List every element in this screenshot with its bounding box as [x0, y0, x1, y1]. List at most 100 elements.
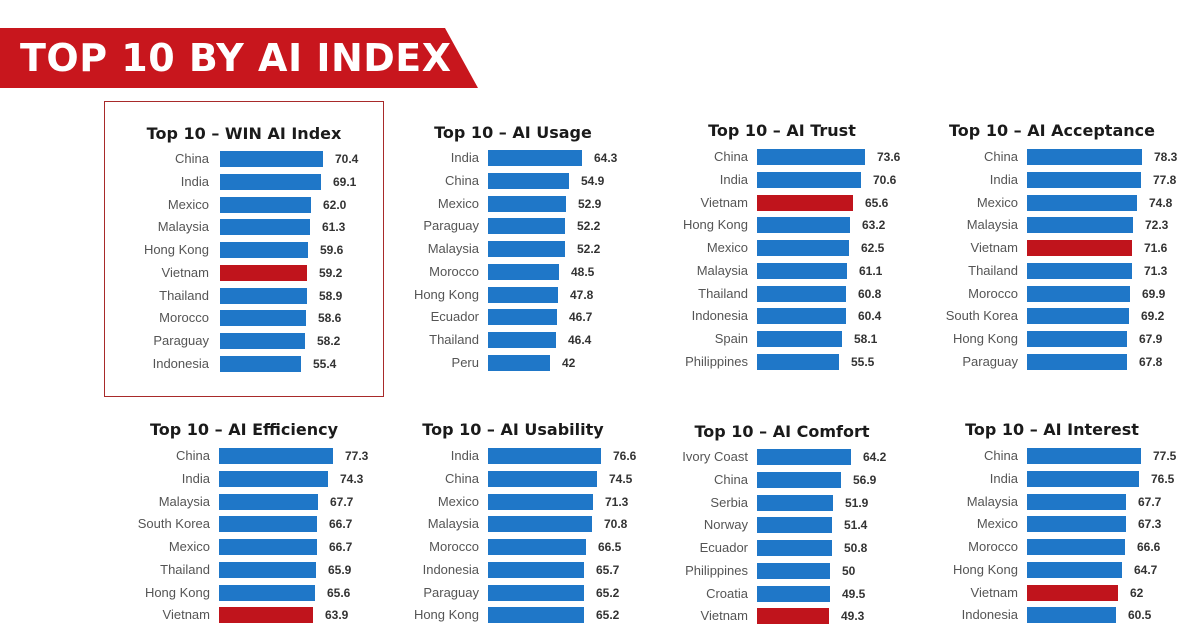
category-label: China — [714, 149, 748, 164]
category-label: Peru — [451, 354, 479, 370]
bar — [1027, 149, 1142, 165]
category-label: China — [445, 470, 479, 486]
category-label: Hong Kong — [143, 242, 209, 257]
bar — [757, 449, 851, 465]
chart-title: Top 10 – AI Comfort — [694, 422, 870, 441]
bar-row: Indonesia 55.4 — [105, 355, 383, 373]
category-label: China — [714, 471, 748, 487]
category-label: India — [181, 470, 210, 486]
bar-row: Paraguay 65.2 — [373, 584, 653, 602]
title-banner: TOP 10 BY AI INDEX — [0, 28, 478, 88]
chart-panel: Top 10 – AI Trust China 73.6 India 70.6 Vietn… — [642, 101, 922, 370]
bar — [488, 584, 584, 601]
bar — [1027, 561, 1122, 578]
bar — [757, 471, 841, 488]
value-label: 64.7 — [1134, 562, 1158, 577]
bar — [220, 196, 311, 213]
bar — [757, 194, 853, 211]
value-label: 65.9 — [328, 562, 352, 577]
value-label: 54.9 — [581, 173, 605, 188]
category-label: Spain — [714, 331, 748, 346]
bar — [219, 493, 318, 510]
bar-row: China 74.5 — [373, 470, 653, 488]
bar — [488, 241, 565, 257]
category-label: Philippines — [685, 562, 748, 578]
bar-row: Hong Kong 65.6 — [104, 584, 384, 602]
value-label: 70.6 — [873, 172, 897, 187]
value-label: 55.4 — [313, 356, 337, 371]
value-label: 65.7 — [596, 562, 620, 577]
bar — [1027, 217, 1133, 234]
bar — [488, 539, 586, 555]
bar-row: Philippines 55.5 — [642, 353, 922, 371]
bar-row: China 77.5 — [912, 447, 1192, 465]
value-label: 67.8 — [1139, 354, 1163, 369]
category-label: Ecuador — [699, 540, 748, 555]
bar — [220, 287, 307, 304]
bar-row: South Korea 69.2 — [912, 307, 1192, 325]
value-label: 67.7 — [1138, 494, 1162, 509]
bar — [488, 516, 592, 533]
bar — [757, 149, 865, 165]
value-label: 46.7 — [569, 310, 593, 325]
bar — [757, 494, 833, 511]
value-label: 71.3 — [605, 494, 629, 509]
bar-row: Serbia 51.9 — [642, 494, 922, 512]
value-label: 56.9 — [853, 472, 877, 487]
category-label: Morocco — [968, 539, 1018, 554]
bar-row: South Korea 66.7 — [104, 515, 384, 533]
value-label: 52.2 — [577, 242, 601, 256]
value-label: 70.8 — [604, 517, 628, 532]
bar-row: Morocco 48.5 — [373, 263, 653, 281]
category-label: Indonesia — [691, 308, 748, 324]
value-label: 71.6 — [1144, 241, 1168, 255]
bar — [220, 219, 310, 236]
value-label: 67.3 — [1138, 517, 1162, 532]
value-label: 66.7 — [329, 517, 353, 532]
bar-row: Paraguay 52.2 — [373, 217, 653, 235]
bar — [1027, 285, 1130, 302]
value-label: 78.3 — [1154, 150, 1178, 164]
bar — [488, 286, 558, 303]
category-label: India — [989, 171, 1018, 187]
bar-row: Vietnam 49.3 — [642, 607, 922, 625]
bar-row: Vietnam 65.6 — [642, 194, 922, 212]
value-label: 49.5 — [842, 586, 866, 601]
chart-title: Top 10 – AI Trust — [708, 121, 856, 140]
bar-row: Peru 42 — [373, 354, 653, 372]
category-label: Serbia — [710, 494, 748, 510]
bar-row: Morocco 66.6 — [912, 538, 1192, 556]
bar — [220, 242, 308, 258]
value-label: 58.2 — [317, 334, 341, 348]
category-label: Mexico — [167, 196, 209, 212]
category-label: Paraguay — [962, 353, 1018, 369]
category-label: Hong Kong — [413, 607, 479, 623]
bar — [488, 354, 550, 371]
category-label: Croatia — [706, 585, 748, 601]
value-label: 61.3 — [322, 220, 346, 235]
category-label: Hong Kong — [952, 561, 1018, 577]
chart-panel: Top 10 – AI Efficiency China 77.3 India 74.3… — [104, 400, 384, 640]
category-label: Malaysia — [966, 493, 1018, 509]
value-label: 69.9 — [1142, 286, 1166, 301]
category-label: Vietnam — [161, 264, 209, 280]
category-label: Vietnam — [970, 240, 1018, 255]
bar — [488, 470, 597, 487]
bar-row: Mexico 62.5 — [642, 239, 922, 257]
bar-row: Mexico 67.3 — [912, 515, 1192, 533]
category-label: Malaysia — [158, 493, 210, 509]
bar — [219, 539, 317, 555]
bar — [757, 353, 839, 370]
value-label: 66.6 — [1137, 540, 1161, 554]
category-label: Mexico — [976, 516, 1018, 532]
category-label: Ivory Coast — [682, 449, 748, 464]
value-label: 69.2 — [1141, 309, 1165, 324]
value-label: 70.4 — [335, 152, 359, 166]
chart-title: Top 10 – AI Usage — [434, 123, 592, 142]
bar-row: Vietnam 63.9 — [104, 606, 384, 624]
value-label: 51.4 — [844, 518, 868, 533]
value-label: 74.3 — [340, 471, 364, 486]
value-label: 58.9 — [319, 288, 343, 303]
bar-row: Morocco 58.6 — [105, 309, 383, 327]
category-label: India — [450, 150, 479, 165]
